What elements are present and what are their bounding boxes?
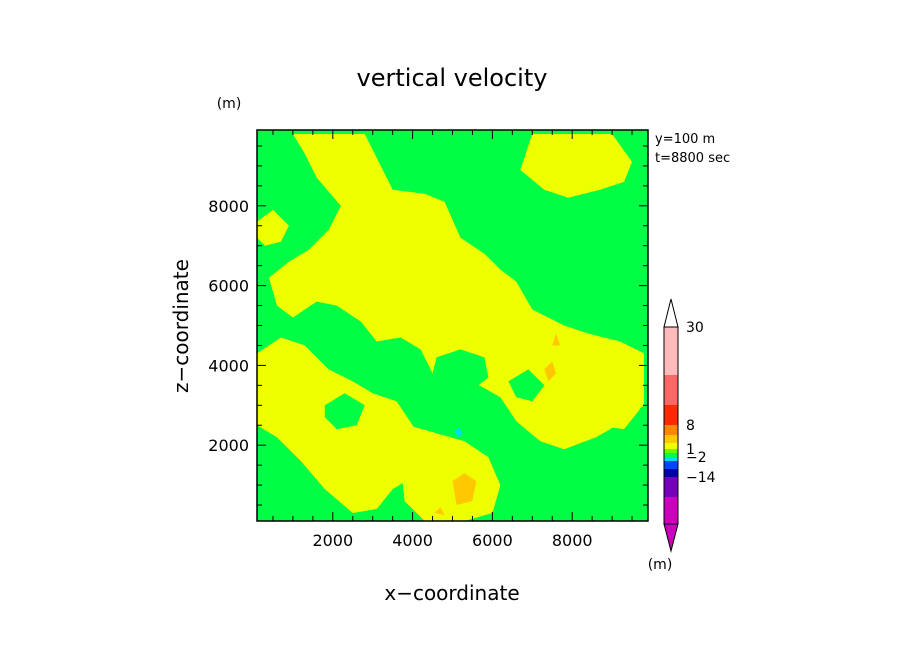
colorbar-bin-7 [664,443,678,449]
x-axis-label: x−coordinate [384,581,519,605]
contour-region-6 [432,349,489,394]
chart-title: vertical velocity [357,64,548,92]
contour-region-3 [520,134,632,198]
x-tick-label: 4000 [392,531,433,550]
contour-region-5 [257,209,289,246]
colorbar-label: −14 [686,470,716,486]
contour-region-12 [434,507,445,515]
colorbar-bin-2 [664,469,678,477]
y-tick-label: 6000 [208,277,249,296]
colorbar: 30 8 1−2 −14 [663,298,716,553]
contour-region-7 [324,393,365,430]
contour-region-8 [508,369,545,402]
colorbar-bin-1 [664,477,678,497]
contour-region-13 [454,427,463,438]
contour-region-10 [544,361,557,382]
colorbar-unit: (m) [648,557,673,573]
colorbar-bin-11 [664,375,678,405]
colorbar-label: −2 [686,450,707,466]
annotation-time: t=8800 sec [655,151,730,166]
colorbar-bin-6 [664,449,678,453]
x-tick-label: 2000 [312,531,353,550]
colorbar-under-arrow [663,523,679,553]
y-axis-label: z−coordinate [169,259,193,393]
x-tick-label: 8000 [552,531,593,550]
colorbar-over-arrow [663,298,679,328]
colorbar-label: 1 [686,442,695,458]
axis-ticks: 2000 4000 6000 8000 2000 4000 6000 8000 [208,130,648,550]
colorbar-bin-4 [664,457,678,461]
y-axis-unit: (m) [217,96,242,112]
colorbar-bin-10 [664,405,678,425]
colorbar-bin-9 [664,425,678,435]
colorbar-bin-8 [664,435,678,443]
y-tick-label: 8000 [208,197,249,216]
colorbar-bin-0 [664,497,678,524]
contour-region-4 [576,373,640,430]
annotation-y-position: y=100 m [655,132,715,147]
colorbar-bin-3 [664,461,678,469]
contour-region-11 [552,333,561,346]
y-tick-label: 2000 [208,436,249,455]
contour-field [257,130,648,521]
x-tick-label: 6000 [472,531,513,550]
colorbar-bin-12 [664,327,678,375]
y-tick-label: 4000 [208,356,249,375]
contour-region-2 [400,425,501,521]
colorbar-frame [663,326,679,525]
colorbar-label: 8 [686,418,695,434]
contour-region-9 [452,473,477,505]
colorbar-bin-5 [664,453,678,457]
colorbar-label: 30 [686,320,704,336]
